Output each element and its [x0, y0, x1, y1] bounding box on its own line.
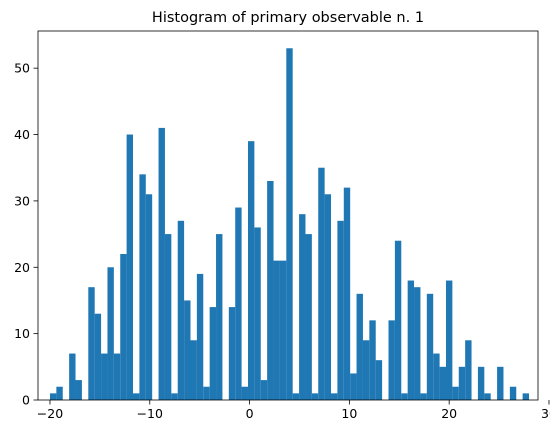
axes: −20 −10 0 10 20 30 0 10 20 30 40 50 — [14, 30, 550, 421]
histogram-bar — [439, 366, 446, 400]
histogram-bar — [126, 134, 134, 400]
histogram-bar — [292, 393, 300, 400]
histogram-bar — [273, 260, 280, 400]
histogram-bar — [171, 393, 178, 400]
chart-title: Histogram of primary observable n. 1 — [152, 10, 424, 26]
histogram-bar — [509, 386, 517, 400]
y-tick-label: 20 — [14, 260, 30, 275]
histogram-bar — [356, 293, 363, 400]
y-tick-label: 0 — [22, 393, 30, 408]
histogram-bar — [445, 280, 453, 400]
histogram-bar — [184, 300, 191, 400]
histogram-bar — [120, 253, 127, 400]
x-tick-label: 10 — [341, 406, 357, 421]
histogram-bar — [318, 167, 325, 400]
histogram-bar — [299, 214, 306, 400]
histogram-bar — [343, 187, 351, 400]
histogram-bar — [228, 307, 236, 400]
x-tick-label: −10 — [137, 406, 163, 421]
histogram-bar — [113, 353, 121, 400]
histogram-bar — [369, 320, 376, 400]
histogram-bar — [394, 240, 402, 400]
histogram-bar — [407, 280, 415, 400]
y-tick-label: 50 — [14, 61, 30, 76]
histogram-bar — [94, 313, 102, 400]
histogram-bar — [324, 194, 332, 400]
histogram-bar — [177, 220, 185, 400]
histogram-bar — [235, 207, 242, 400]
histogram-bar — [196, 273, 204, 400]
histogram-bar — [420, 393, 427, 400]
x-tick-label: 20 — [441, 406, 457, 421]
histogram-bar — [190, 340, 197, 400]
histogram-bar — [260, 380, 268, 400]
histogram-bar — [247, 141, 255, 401]
histogram-bar — [337, 220, 344, 400]
y-tick-label: 10 — [14, 326, 30, 341]
histogram-bar — [465, 340, 472, 400]
histogram-bar — [267, 180, 274, 400]
histogram-bar — [241, 386, 248, 400]
histogram-bar — [158, 127, 165, 401]
histogram-bar — [75, 380, 82, 400]
histogram-bar — [362, 340, 370, 400]
histogram-bar — [164, 234, 172, 400]
histogram-bar — [484, 393, 491, 400]
histogram-bar — [401, 393, 408, 400]
histogram-bar — [497, 366, 504, 400]
plot-frame — [37, 30, 539, 401]
histogram-bar — [69, 353, 76, 400]
y-tick-label: 30 — [14, 193, 30, 208]
histogram-bar — [254, 227, 261, 400]
x-tick-label: 30 — [541, 406, 550, 421]
histogram-bar — [311, 393, 319, 400]
histogram-bar — [458, 366, 466, 400]
histogram-bar — [49, 393, 57, 400]
histogram-bar — [139, 174, 146, 400]
histogram-bar — [88, 287, 95, 400]
histogram-bar — [433, 353, 440, 400]
histogram-bar — [107, 267, 114, 400]
histogram-bar — [216, 234, 223, 400]
histogram-bar — [426, 293, 434, 400]
histogram-bar — [452, 386, 459, 400]
histogram-bar — [209, 307, 217, 400]
histogram-bar — [388, 320, 395, 400]
histogram-bar — [56, 386, 63, 400]
histogram-bar — [203, 386, 210, 400]
histogram-bar — [350, 373, 357, 400]
histogram-bar — [305, 234, 312, 400]
histogram-bar — [477, 366, 485, 400]
histogram-bars — [49, 48, 530, 401]
x-tick-label: 0 — [246, 406, 254, 421]
histogram-bar — [133, 393, 140, 400]
histogram-bar — [286, 48, 293, 400]
histogram-bar — [101, 353, 108, 400]
histogram-bar — [375, 360, 383, 400]
histogram-bar — [331, 393, 338, 400]
histogram-bar — [279, 260, 287, 400]
histogram-bar — [522, 393, 530, 400]
histogram-bar — [414, 287, 421, 400]
histogram-bar — [145, 194, 153, 400]
y-tick-label: 40 — [14, 127, 30, 142]
x-tick-label: −20 — [37, 406, 63, 421]
